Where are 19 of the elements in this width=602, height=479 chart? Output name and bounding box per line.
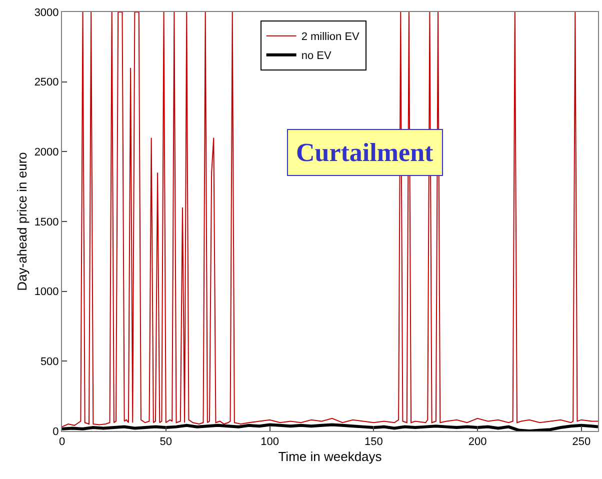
y-tick-label: 1000 (34, 286, 59, 298)
x-tick-label: 150 (364, 436, 383, 448)
legend-label: no EV (301, 50, 332, 62)
legend-label: 2 million EV (301, 31, 360, 44)
y-tick-label: 500 (40, 356, 59, 368)
x-tick-label: 100 (260, 436, 279, 448)
annotation: Curtailment (296, 138, 434, 167)
x-axis-title: Time in weekdays (278, 448, 382, 464)
x-tick-label: 50 (160, 436, 172, 448)
line-series (62, 423, 598, 431)
x-tick-label: 250 (572, 436, 591, 448)
y-tick-label: 1500 (34, 216, 59, 228)
y-tick-label: 3000 (34, 6, 59, 19)
y-tick-label: 2000 (34, 146, 59, 159)
x-tick-label: 200 (468, 436, 487, 448)
y-tick-label: 2500 (34, 76, 59, 89)
y-axis-title: Day-ahead price in euro (14, 152, 30, 291)
line-series (62, 12, 598, 428)
y-tick-label: 0 (52, 426, 59, 438)
